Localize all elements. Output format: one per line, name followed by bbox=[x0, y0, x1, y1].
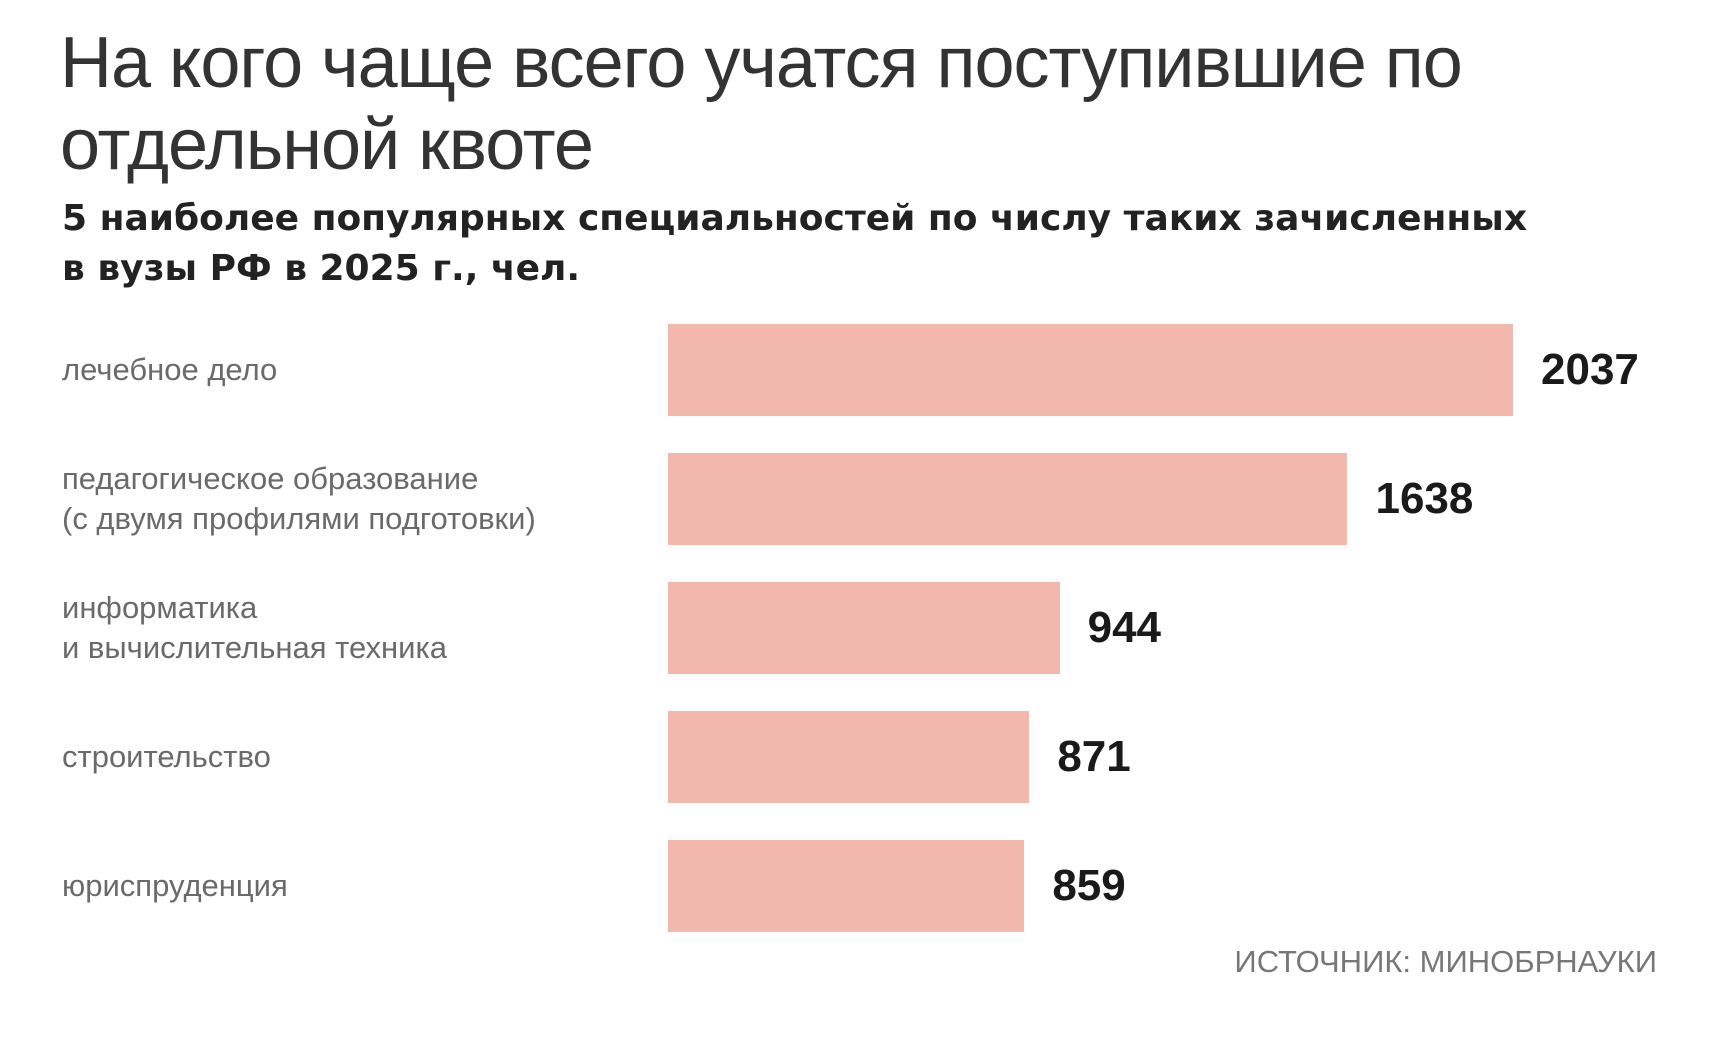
category-label: лечебное дело bbox=[62, 352, 278, 387]
chart-subtitle: 5 наиболее популярных специальностей по … bbox=[62, 198, 1528, 289]
value-label: 1638 bbox=[1375, 474, 1474, 523]
value-label: 2037 bbox=[1541, 345, 1639, 394]
bar bbox=[668, 840, 1025, 932]
category-label: юриспруденция bbox=[62, 868, 288, 903]
category-label: информатика и вычислительная техника bbox=[62, 590, 447, 665]
value-label: 944 bbox=[1087, 603, 1162, 652]
bar bbox=[668, 453, 1348, 545]
bar bbox=[668, 711, 1030, 803]
bar bbox=[668, 582, 1060, 674]
bar bbox=[668, 324, 1513, 416]
category-label: педагогическое образование (с двумя проф… bbox=[62, 461, 536, 536]
category-label: строительство bbox=[62, 739, 271, 774]
chart-title: На кого чаще всего учатся поступившие по… bbox=[60, 23, 1463, 185]
source-note: ИСТОЧНИК: МИНОБРНАУКИ bbox=[1234, 944, 1657, 979]
value-label: 859 bbox=[1052, 861, 1126, 910]
value-label: 871 bbox=[1057, 732, 1131, 781]
